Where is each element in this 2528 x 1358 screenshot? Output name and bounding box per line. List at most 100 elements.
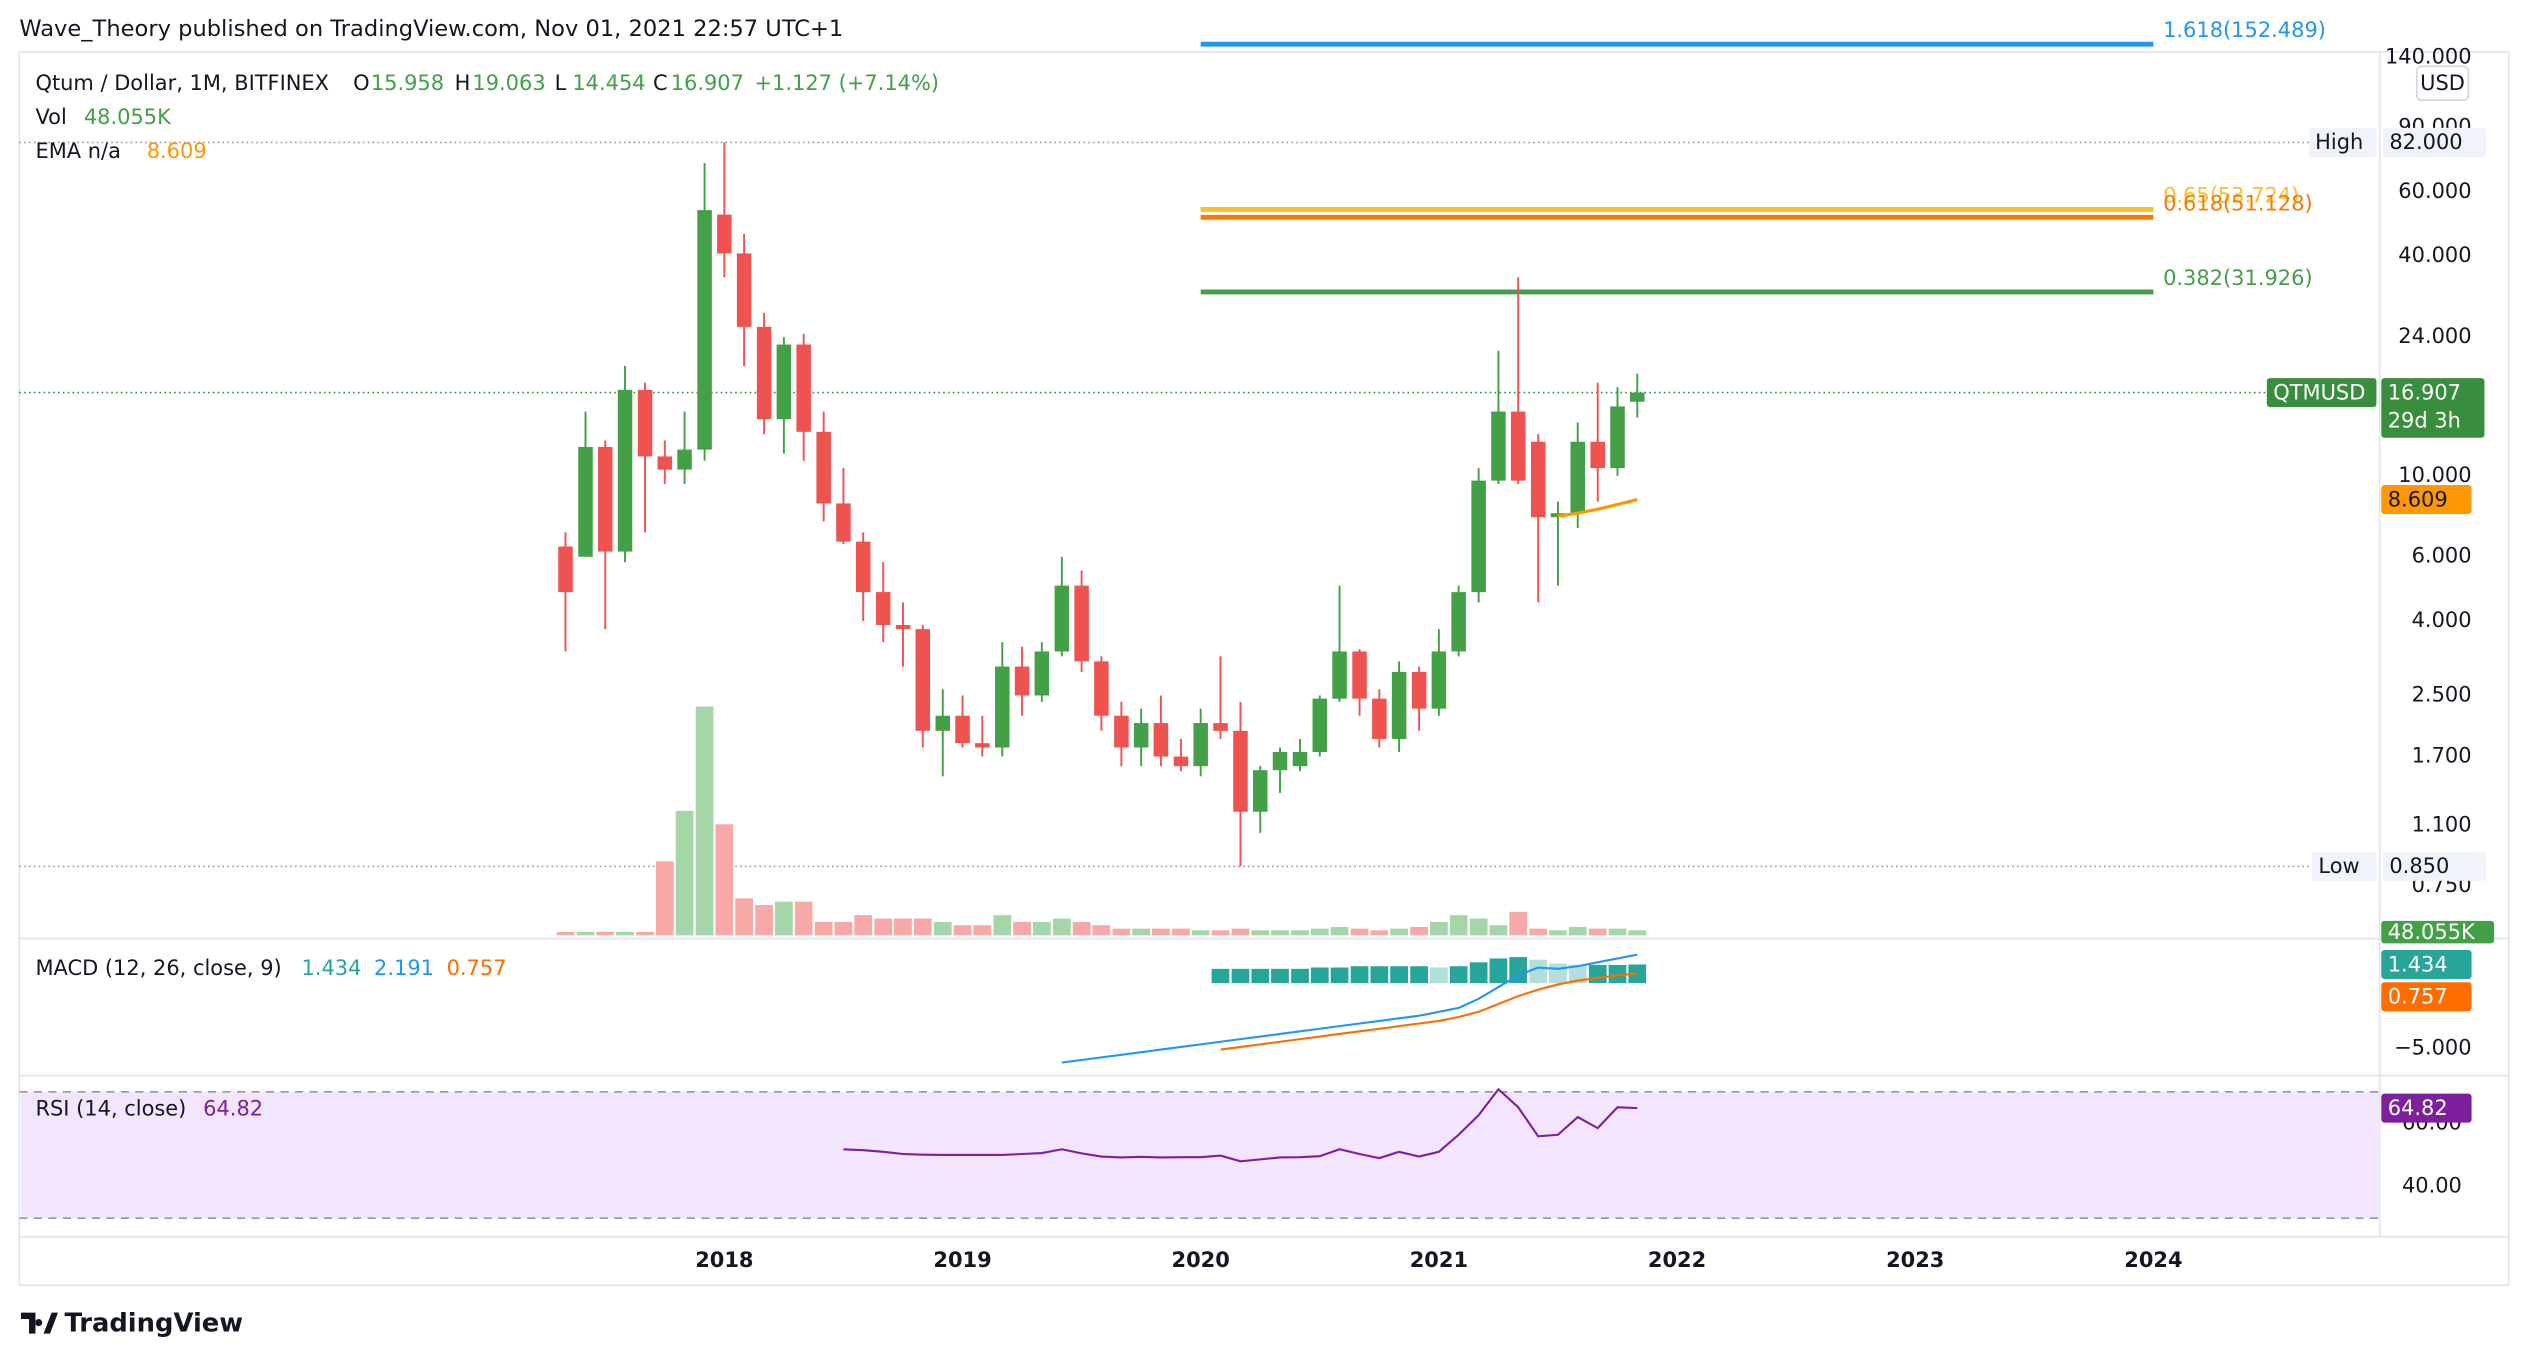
legend-key: C [653,71,668,95]
macd-histogram-bar [1588,964,1607,984]
signal-line [1220,972,1638,1051]
candle-body [1372,698,1387,739]
low-value: 0.850 [2389,854,2449,878]
legend-value: 16.907 [671,71,744,95]
candle-body [1074,585,1089,662]
y-tick-label: 6.000 [2412,544,2472,568]
signal-badge: 0.757 [2388,985,2448,1009]
volume-bar [596,931,615,936]
candle-body [875,592,891,626]
low-label-box [2311,851,2377,881]
volume-bar [1052,918,1071,936]
brand-logo: TradingView [20,1308,243,1338]
macd-histogram-bar [1271,968,1289,984]
candle-body [637,389,653,457]
candle-body [776,344,792,420]
macd-histogram-bar [1449,966,1468,984]
candle-body [756,326,772,420]
candle-body [1352,651,1367,699]
rsi-badge: 64.82 [2388,1096,2448,1120]
macd-histogram-bar [1310,967,1329,984]
legend-value: 15.958 [371,71,444,95]
macd-histogram-bar [1291,968,1309,984]
volume-bar [1271,930,1289,936]
volume-bar [735,898,753,936]
volume-bar [1191,930,1210,936]
volume-bar [576,931,595,936]
volume-bar [794,901,813,936]
candle-body [1590,441,1605,469]
candle-body [1391,671,1407,739]
macd-histogram-bar [1509,957,1528,984]
macd-histogram-bar [1211,968,1230,984]
macd-histogram-bar [1251,968,1270,984]
volume-bar [1032,921,1051,936]
macd-histogram-bar [1549,963,1567,984]
rsi-tick-label: 40.00 [2402,1174,2462,1198]
macd-hist-badge: 1.434 [2388,952,2448,976]
fib-label: 1.618(152.489) [2163,18,2326,42]
volume-bar [1608,928,1627,936]
macd-histogram-bar [1330,967,1349,984]
volume-bar [675,810,694,936]
candle-body [955,715,970,744]
volume-bar [973,925,992,936]
volume-bar [755,905,773,936]
candle-body [1173,756,1189,767]
publish-header: Wave_Theory published on TradingView.com… [19,16,843,42]
candle-body [1630,392,1645,402]
y-tick-label: 1.100 [2412,813,2472,837]
candle-body [1491,411,1506,481]
volume-bar [854,915,873,936]
volume-bar [1509,911,1528,936]
macd-histogram-bar [1568,964,1587,984]
candle-body [1451,592,1466,652]
volume-bar [1489,925,1508,936]
candle-body [736,253,752,327]
symbol-badge: QTMUSD [2273,380,2365,404]
x-tick-label: 2022 [1648,1248,1706,1272]
candle-body [1114,715,1129,748]
y-tick-label: 2.500 [2412,682,2472,706]
legend-key: O [353,71,369,95]
rsi-line [843,1087,1638,1163]
logo-icon [20,1312,59,1334]
candle-body [578,446,593,557]
volume-bar [1430,921,1448,936]
candle-body [1332,651,1347,699]
volume-bar [655,861,674,936]
volume-bar [933,921,952,936]
volume-bar [715,824,734,936]
y-tick-label: 1.700 [2412,744,2472,768]
candle-body [796,344,811,432]
candle-body [1411,671,1427,709]
volume-bar [1449,915,1468,936]
candle-body [915,629,931,731]
candle-body [1014,666,1030,696]
volume-name: Vol [35,105,66,129]
macd-value: 2.191 [374,956,434,980]
fib-label: 0.65(53.724) [2163,184,2299,208]
macd-hist-value: 1.434 [301,956,361,980]
last-price: 16.907 [2388,380,2461,404]
y-tick-label: 60.000 [2398,179,2471,203]
currency-box [2415,65,2470,102]
volume-bar [695,706,714,936]
volume-bar [1529,928,1548,936]
macd-hist-badge-box [2381,949,2472,979]
candle-body [1312,698,1328,752]
volume-value: 48.055K [84,105,172,129]
y-tick-label: 10.000 [2398,463,2471,487]
macd-histogram-bar [1529,959,1548,984]
last-price-box [2381,378,2485,438]
candle-body [1292,751,1308,767]
volume-bar [1568,926,1587,936]
candle-body [1570,441,1585,514]
macd-histogram-bar [1489,958,1508,984]
volume-bar [1172,928,1190,936]
x-tick-label: 2019 [933,1248,991,1272]
y-tick-label: 24.000 [2398,324,2471,348]
volume-bar [1310,928,1329,936]
volume-bar [1588,928,1607,936]
